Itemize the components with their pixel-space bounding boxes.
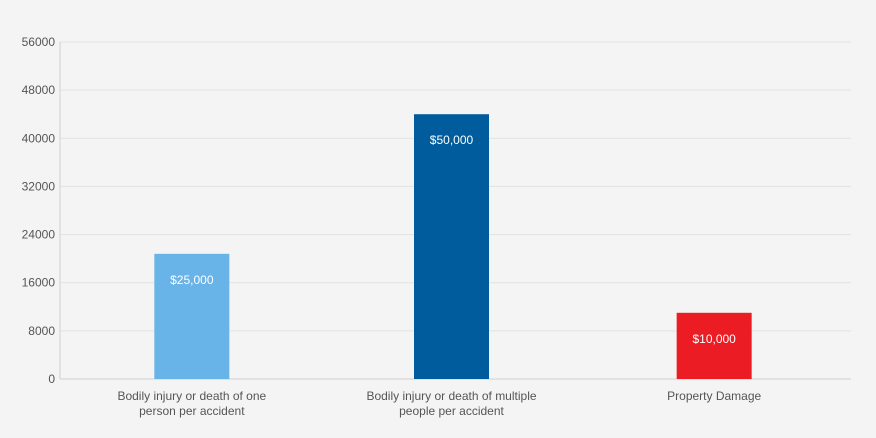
y-tick-label: 0 xyxy=(48,372,55,386)
bar xyxy=(414,114,489,379)
y-tick-label: 32000 xyxy=(22,179,56,193)
data-label: $10,000 xyxy=(692,332,736,346)
y-tick-label: 48000 xyxy=(22,83,56,97)
x-category-label: people per accident xyxy=(399,404,504,418)
y-tick-label: 16000 xyxy=(22,276,56,290)
data-label: $50,000 xyxy=(430,133,474,147)
bar xyxy=(154,253,230,379)
y-tick-label: 40000 xyxy=(22,131,56,145)
data-label: $25,000 xyxy=(170,273,214,287)
y-tick-label: 24000 xyxy=(22,228,56,242)
x-category-label: person per accident xyxy=(139,404,245,418)
x-category-label: Bodily injury or death of one xyxy=(117,389,266,403)
bar xyxy=(676,312,752,379)
y-tick-label: 8000 xyxy=(28,324,55,338)
x-category-label: Property Damage xyxy=(667,389,761,403)
y-tick-label: 56000 xyxy=(22,35,56,49)
x-category-label: Bodily injury or death of multiple xyxy=(366,389,536,403)
